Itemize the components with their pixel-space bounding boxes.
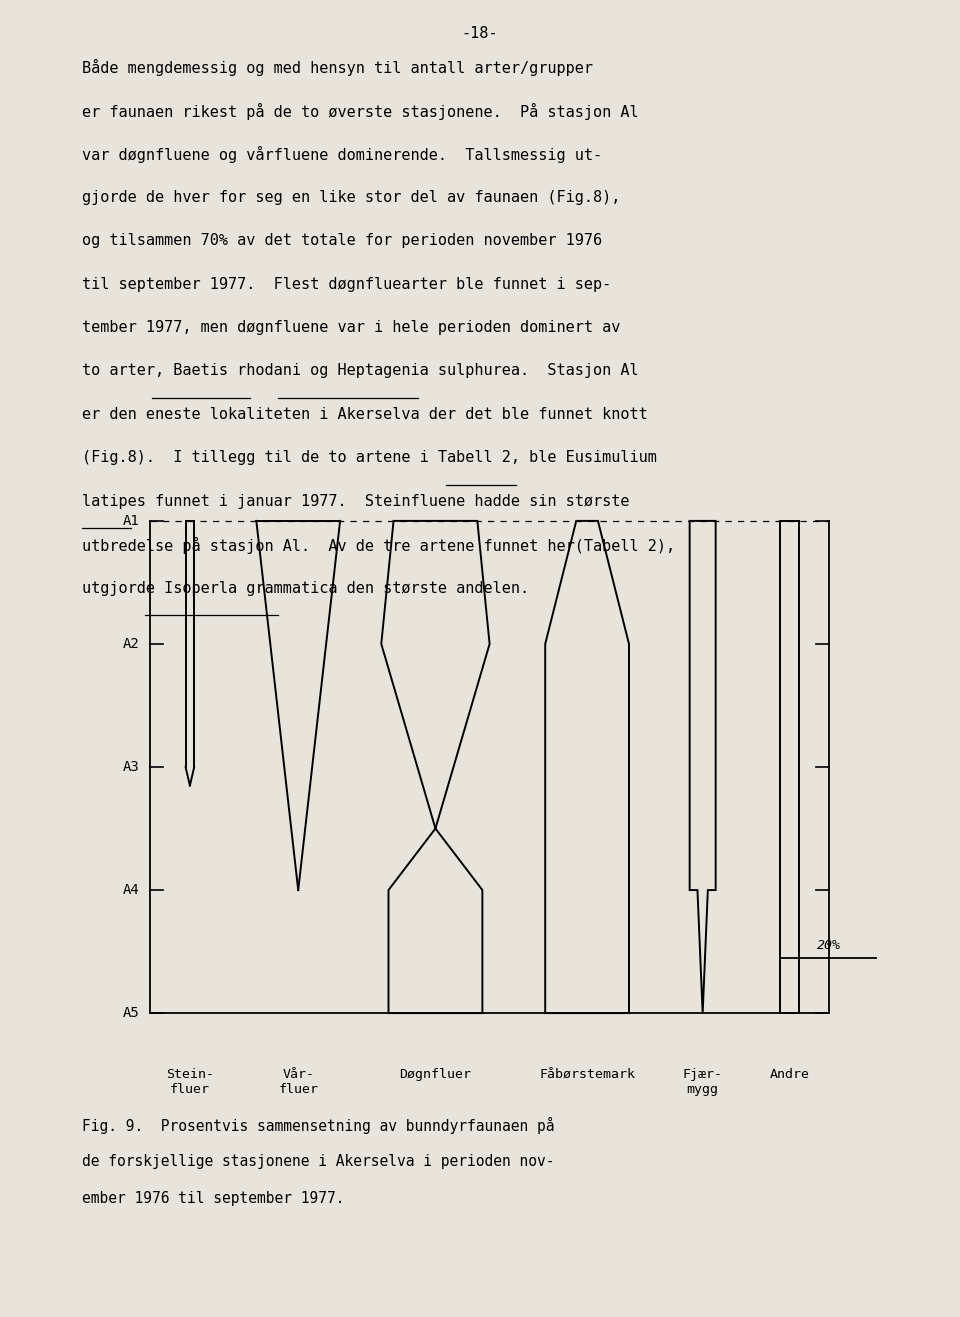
Text: utbredelse på stasjon Al.  Av de tre artene funnet her(Tabell 2),: utbredelse på stasjon Al. Av de tre arte… [82, 537, 675, 554]
Text: er den eneste lokaliteten i Akerselva der det ble funnet knott: er den eneste lokaliteten i Akerselva de… [82, 407, 647, 421]
Text: 20%: 20% [817, 939, 841, 952]
Text: A2: A2 [123, 637, 139, 651]
Text: latipes funnet i januar 1977.  Steinfluene hadde sin største: latipes funnet i januar 1977. Steinfluen… [82, 494, 629, 508]
Text: A5: A5 [123, 1006, 139, 1021]
Text: til september 1977.  Flest døgnfluearter ble funnet i sep-: til september 1977. Flest døgnfluearter … [82, 277, 611, 291]
Text: Døgnfluer: Døgnfluer [399, 1068, 471, 1081]
Text: -18-: -18- [462, 26, 498, 41]
Text: ember 1976 til september 1977.: ember 1976 til september 1977. [82, 1191, 344, 1205]
Text: Både mengdemessig og med hensyn til antall arter/grupper: Både mengdemessig og med hensyn til anta… [82, 59, 592, 76]
Text: Fig. 9.  Prosentvis sammensetning av bunndyrfaunaen på: Fig. 9. Prosentvis sammensetning av bunn… [82, 1117, 554, 1134]
Text: Fjær-
mygg: Fjær- mygg [683, 1068, 723, 1097]
Text: A4: A4 [123, 884, 139, 897]
Text: to arter, Baetis rhodani og Heptagenia sulphurea.  Stasjon Al: to arter, Baetis rhodani og Heptagenia s… [82, 363, 638, 378]
Text: Andre: Andre [769, 1068, 809, 1081]
Text: Fåbørstemark: Fåbørstemark [540, 1068, 636, 1081]
Text: A3: A3 [123, 760, 139, 774]
Text: de forskjellige stasjonene i Akerselva i perioden nov-: de forskjellige stasjonene i Akerselva i… [82, 1154, 554, 1168]
Text: A1: A1 [123, 514, 139, 528]
Text: utgjorde Isoperla grammatica den største andelen.: utgjorde Isoperla grammatica den største… [82, 581, 529, 595]
Text: Vår-
fluer: Vår- fluer [278, 1068, 318, 1097]
Text: Stein-
fluer: Stein- fluer [166, 1068, 214, 1097]
Text: er faunaen rikest på de to øverste stasjonene.  På stasjon Al: er faunaen rikest på de to øverste stasj… [82, 103, 638, 120]
Text: gjorde de hver for seg en like stor del av faunaen (Fig.8),: gjorde de hver for seg en like stor del … [82, 190, 620, 204]
Text: tember 1977, men døgnfluene var i hele perioden dominert av: tember 1977, men døgnfluene var i hele p… [82, 320, 620, 335]
Text: var døgnfluene og vårfluene dominerende.  Tallsmessig ut-: var døgnfluene og vårfluene dominerende.… [82, 146, 602, 163]
Text: (Fig.8).  I tillegg til de to artene i Tabell 2, ble Eusimulium: (Fig.8). I tillegg til de to artene i Ta… [82, 450, 657, 465]
Text: og tilsammen 70% av det totale for perioden november 1976: og tilsammen 70% av det totale for perio… [82, 233, 602, 248]
